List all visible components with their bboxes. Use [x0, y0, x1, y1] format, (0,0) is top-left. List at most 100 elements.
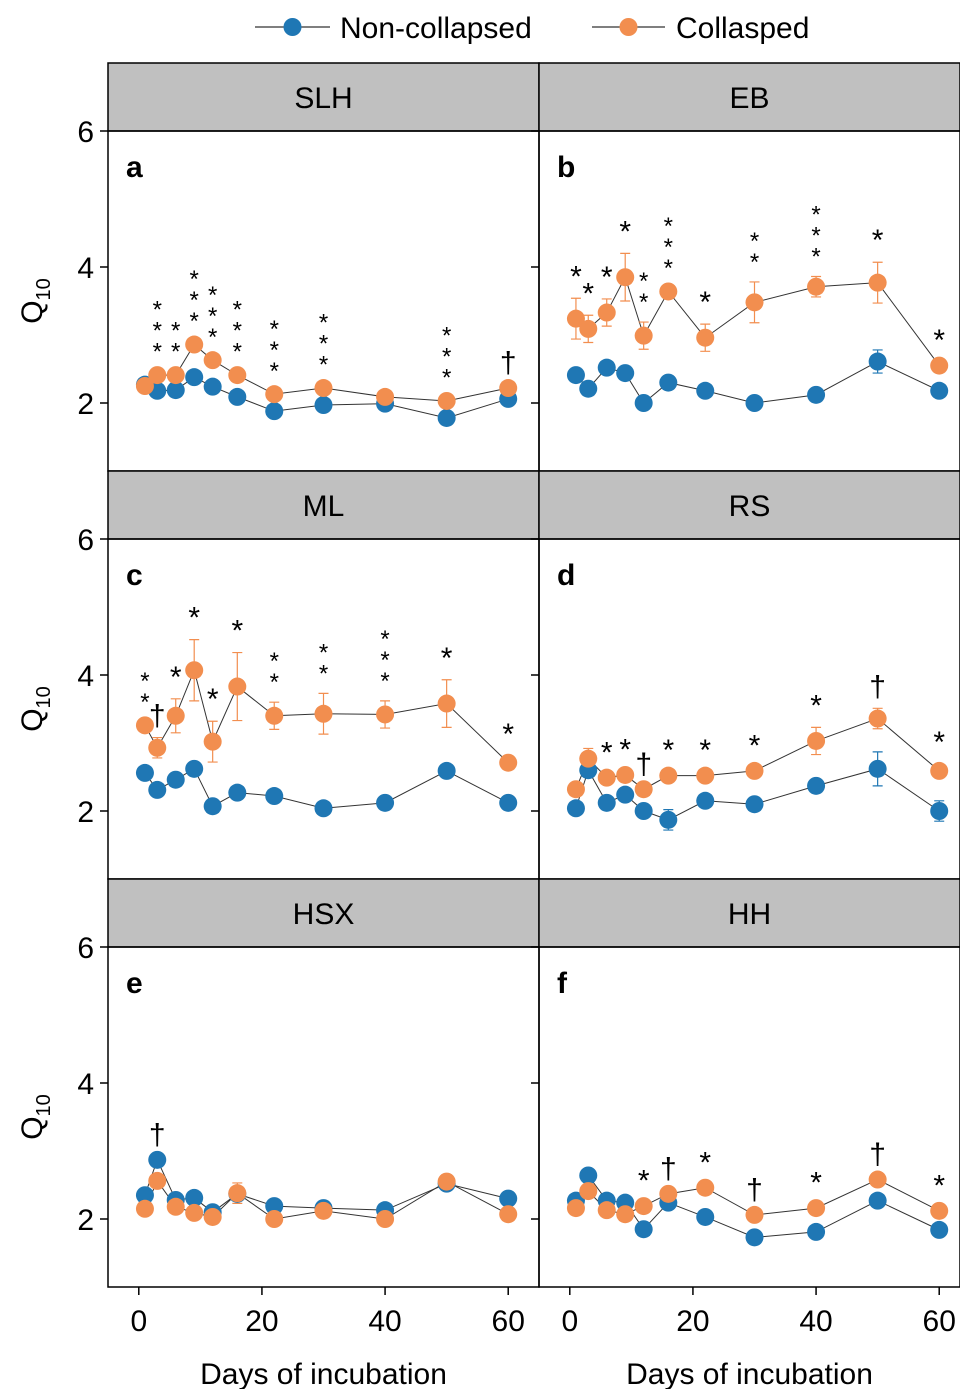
point — [807, 731, 826, 750]
point — [579, 1182, 598, 1201]
point — [314, 799, 333, 818]
panel-letter: f — [557, 967, 568, 1000]
point — [930, 381, 949, 400]
significance-label: * — [810, 689, 822, 722]
point — [659, 373, 678, 392]
point — [868, 759, 887, 778]
strip — [107, 62, 540, 132]
x-tick-label: 60 — [923, 1305, 956, 1338]
significance-label: * — [570, 260, 582, 293]
point — [659, 282, 678, 301]
point — [930, 802, 949, 820]
point — [166, 770, 185, 789]
point — [437, 694, 456, 713]
point — [135, 1199, 154, 1218]
point — [265, 1197, 284, 1216]
x-tick-label: 0 — [561, 1305, 578, 1338]
y-tick-label: 2 — [77, 796, 94, 829]
point — [745, 795, 764, 814]
point — [228, 366, 247, 385]
panel-letter: e — [126, 967, 143, 1000]
point — [597, 793, 616, 812]
point — [203, 377, 222, 396]
point — [566, 309, 585, 328]
point — [659, 810, 678, 829]
significance-label: *** — [655, 213, 682, 276]
point — [930, 1220, 949, 1239]
point — [616, 364, 635, 383]
strip — [107, 470, 540, 540]
point — [203, 1207, 222, 1226]
panel-letter: c — [126, 559, 143, 592]
significance-label: *** — [181, 266, 208, 329]
point — [634, 1220, 653, 1239]
point — [616, 1205, 635, 1224]
significance-label: ** — [741, 228, 768, 270]
point — [314, 1201, 333, 1220]
significance-label: * — [231, 615, 243, 648]
point — [696, 1178, 715, 1197]
point — [148, 738, 167, 757]
y-tick-label: 2 — [77, 1204, 94, 1237]
point — [437, 391, 456, 410]
point — [616, 268, 635, 287]
significance-label: † — [869, 1138, 886, 1171]
point — [634, 802, 653, 820]
plot-frame — [107, 130, 540, 472]
point — [499, 379, 518, 398]
y-tick-label: 2 — [77, 388, 94, 421]
point — [437, 408, 456, 427]
point — [868, 352, 887, 371]
point — [376, 793, 395, 812]
legend-label: Non-collapsed — [340, 12, 532, 45]
point — [868, 1170, 887, 1189]
point — [185, 335, 204, 354]
significance-label: ** — [630, 268, 657, 310]
y-axis-label: Q10 — [16, 278, 55, 324]
point — [376, 1210, 395, 1228]
point — [745, 1228, 764, 1247]
point — [203, 797, 222, 816]
point — [166, 381, 185, 400]
significance-label: † — [869, 670, 886, 703]
point — [499, 1189, 518, 1208]
significance-label: * — [933, 1169, 945, 1202]
point — [185, 661, 204, 680]
point — [807, 385, 826, 404]
strip — [538, 470, 960, 540]
point — [597, 358, 616, 377]
point — [135, 716, 154, 735]
point — [135, 377, 154, 395]
significance-label: * — [933, 726, 945, 759]
x-tick-label: 20 — [676, 1305, 709, 1338]
x-axis-label: Days of incubation — [626, 1358, 873, 1389]
significance-label: * — [933, 324, 945, 357]
point — [745, 394, 764, 412]
point — [659, 766, 678, 785]
point — [185, 368, 204, 387]
strip-title: HSX — [293, 898, 355, 931]
point — [437, 1172, 456, 1191]
point — [696, 1207, 715, 1226]
legend-marker — [283, 18, 302, 36]
significance-label: * — [749, 729, 761, 762]
significance-label: *** — [144, 297, 171, 360]
point — [616, 765, 635, 784]
significance-label: * — [170, 661, 182, 694]
significance-label: ** — [131, 668, 158, 710]
point — [499, 753, 518, 772]
point — [203, 732, 222, 751]
significance-label: † — [500, 347, 517, 380]
significance-label: * — [638, 1165, 650, 1198]
point — [868, 1191, 887, 1210]
point — [166, 366, 185, 385]
significance-label: † — [149, 700, 166, 733]
significance-label: ** — [162, 318, 189, 360]
point — [148, 366, 167, 385]
panel-letter: d — [557, 559, 575, 592]
y-axis-label: Q10 — [16, 1094, 55, 1140]
point — [185, 759, 204, 778]
point — [745, 761, 764, 780]
point — [265, 1210, 284, 1228]
significance-label: † — [746, 1174, 763, 1207]
